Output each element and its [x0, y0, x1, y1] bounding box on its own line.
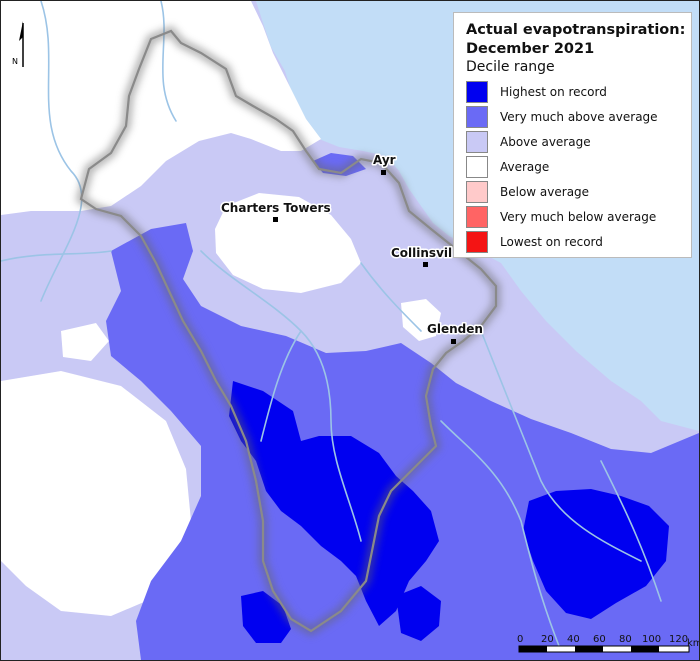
catchment-boundary: [79, 29, 498, 633]
map-title-line-2: December 2021: [466, 41, 595, 57]
legend-items: Highest on record Very much above averag…: [466, 79, 691, 254]
legend-swatch: [466, 205, 488, 228]
average-zone-north: [1, 1, 321, 215]
legend-item: Very much above average: [466, 104, 691, 129]
town-label-charters-towers: Charters Towers: [221, 201, 331, 215]
legend-label: Very much below average: [500, 209, 657, 224]
scale-tick-label: 40: [567, 634, 580, 645]
scale-tick-label: 100: [642, 634, 661, 645]
legend-item: Average: [466, 154, 691, 179]
scale-tick-label: 120: [669, 634, 688, 645]
legend-swatch: [466, 230, 488, 253]
legend-item: Below average: [466, 179, 691, 204]
legend-swatch: [466, 180, 488, 203]
north-arrow: N: [12, 21, 24, 67]
legend-label: Very much above average: [500, 109, 658, 124]
map-title: Actual evapotranspiration: December 2021: [466, 21, 691, 59]
highest-on-record-zone-central: [229, 381, 439, 626]
town-charters-towers: Charters Towers: [220, 200, 332, 222]
town-marker: [451, 339, 456, 344]
scale-tick-label: 80: [619, 634, 632, 645]
legend-label: Above average: [500, 134, 591, 149]
legend-item: Above average: [466, 129, 691, 154]
rivers: [1, 1, 662, 652]
legend-swatch: [466, 130, 488, 153]
town-label-ayr: Ayr: [373, 153, 396, 167]
town-collinsville: Collinsvil: [390, 245, 454, 267]
legend-item: Highest on record: [466, 79, 691, 104]
town-marker: [381, 170, 386, 175]
legend-label: Below average: [500, 184, 590, 199]
town-ayr: Ayr: [372, 152, 397, 175]
scale-tick-label: 0: [517, 634, 523, 645]
scale-tick-label: 20: [541, 634, 554, 645]
north-arrow-icon: [19, 21, 23, 41]
legend-label: Highest on record: [500, 84, 607, 99]
legend-label: Average: [500, 159, 550, 174]
town-label-collinsville: Collinsvil: [391, 246, 452, 260]
scale-tick-label: 60: [593, 634, 606, 645]
legend-swatch: [466, 80, 488, 103]
average-zone-charters-towers: [215, 193, 361, 293]
map-legend: Actual evapotranspiration: December 2021…: [453, 12, 692, 258]
average-zone-west: [1, 371, 191, 616]
average-zone-small: [61, 323, 109, 361]
legend-label: Lowest on record: [500, 234, 603, 249]
town-label-glenden: Glenden: [427, 322, 483, 336]
average-zone-glenden: [401, 299, 441, 341]
legend-swatch: [466, 105, 488, 128]
highest-on-record-zone-south: [396, 586, 441, 641]
map-title-line-1: Actual evapotranspiration:: [466, 22, 686, 38]
town-glenden: Glenden: [426, 321, 484, 344]
highest-on-record-zone-east: [523, 489, 669, 619]
legend-subtitle: Decile range: [466, 59, 555, 75]
legend-item: Very much below average: [466, 204, 691, 229]
legend-item: Lowest on record: [466, 229, 691, 254]
scale-unit-label: km: [687, 638, 699, 649]
legend-swatch: [466, 155, 488, 178]
town-marker: [423, 262, 428, 267]
north-label: N: [12, 57, 18, 66]
town-marker: [273, 217, 278, 222]
scale-bar: 0 20 40 60 80 100 120 km: [517, 634, 699, 653]
